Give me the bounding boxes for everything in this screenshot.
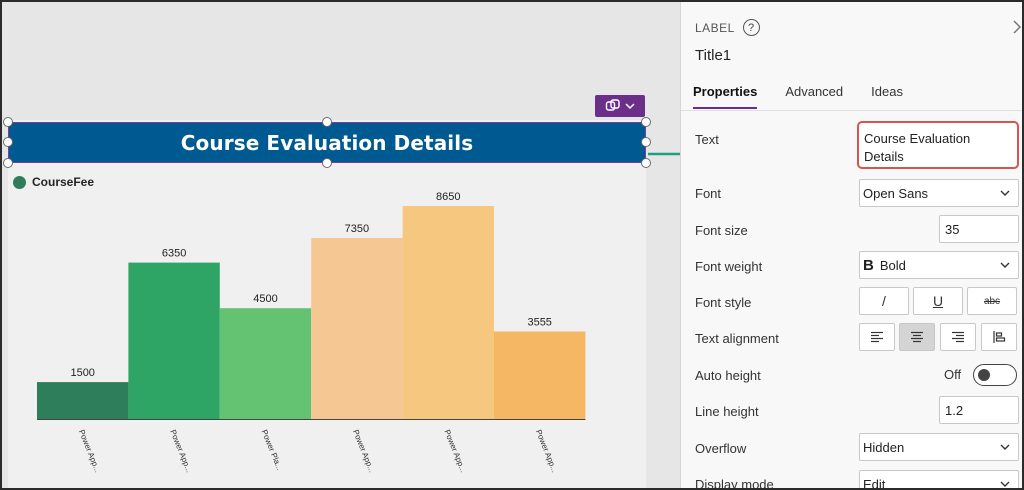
strikethrough-button[interactable]: abc [967,287,1017,315]
control-type: LABEL ? [695,19,760,36]
data-label: 8650 [436,191,460,203]
chevron-down-icon [1000,190,1010,196]
overflow-dropdown[interactable]: Hidden [859,433,1019,461]
x-tick-label: Power App... [534,428,559,473]
chevron-down-icon [1000,444,1010,450]
resize-handle-bottom-center[interactable] [322,158,332,168]
font-property-label: Font [695,186,722,201]
font-weight-property-label: Font weight [695,259,763,274]
tab-ideas[interactable]: Ideas [871,84,903,99]
bold-icon: B [863,256,874,274]
x-tick-label: Power App... [351,428,376,473]
copilot-icon [605,99,620,111]
align-left-button[interactable] [859,323,895,351]
font-weight-dropdown-value: Bold [879,257,906,273]
align-right-icon [952,331,964,343]
italic-icon: / [882,293,886,309]
strikethrough-icon: abc [983,295,1001,307]
align-justify-icon [993,331,1006,343]
text-property-input[interactable]: Course Evaluation Details [857,121,1019,169]
font-dropdown-value: Open Sans [863,185,929,201]
align-center-icon [911,331,923,343]
italic-button[interactable]: / [859,287,909,315]
toggle-knob [978,369,990,381]
x-tick-label: Power App... [77,428,102,473]
text-alignment-property-label: Text alignment [695,331,779,346]
display-mode-property-label: Display mode [695,477,774,490]
chart-bar[interactable] [494,331,586,420]
font-size-property-label: Font size [695,223,748,238]
chart-bar[interactable] [37,382,129,419]
auto-height-value: Off [944,367,962,382]
font-size-input[interactable]: 35 [939,215,1019,243]
align-left-icon [871,331,883,343]
chevron-down-icon [1000,262,1010,268]
resize-handle-top-right[interactable] [641,117,651,127]
x-tick-label: Power App... [442,428,467,473]
chevron-down-icon [1000,481,1010,487]
align-right-button[interactable] [940,323,976,351]
collapse-panel-icon[interactable] [1012,19,1022,40]
resize-handle-top-left[interactable] [3,117,13,127]
font-dropdown[interactable]: Open Sans [859,179,1019,207]
properties-panel: LABEL ? Title1 Properties Advanced Ideas… [680,2,1022,490]
resize-handle-top-center[interactable] [322,117,332,127]
line-height-property-label: Line height [695,404,759,419]
resize-handle-middle-right[interactable] [641,137,651,147]
control-name[interactable]: Title1 [695,47,732,64]
data-label: 1500 [70,367,94,379]
data-label: 4500 [253,293,277,305]
align-justify-button[interactable] [981,323,1017,351]
resize-handle-middle-left[interactable] [3,137,13,147]
chart-bar[interactable] [128,262,220,419]
resize-handle-bottom-right[interactable] [641,158,651,168]
column-chart[interactable]: 1500 Power App... 6350 Power App... 4500 Powe… [2,2,680,490]
title-label[interactable]: Course Evaluation Details [8,122,646,163]
panel-tabs: Properties Advanced Ideas [693,84,903,109]
text-property-label: Text [695,132,719,147]
chart-bar[interactable] [402,206,494,419]
underline-button[interactable]: U [913,287,963,315]
auto-height-toggle[interactable] [973,364,1017,386]
overflow-dropdown-value: Hidden [863,439,905,455]
underline-icon: U [932,293,944,309]
auto-height-property-label: Auto height [695,368,761,383]
line-height-input[interactable]: 1.2 [939,396,1019,424]
chevron-down-icon [625,102,635,109]
chart-bar[interactable] [311,238,403,419]
data-label: 3555 [527,317,551,329]
overflow-property-label: Overflow [695,441,747,456]
display-mode-dropdown[interactable]: Edit [859,470,1019,490]
chart-bar[interactable] [219,308,312,419]
chart-legend: CourseFee [13,175,94,189]
help-icon[interactable]: ? [742,19,760,36]
design-canvas: Course Evaluation Details CourseFee 1500… [2,2,680,490]
copilot-button[interactable] [595,95,645,117]
font-weight-dropdown-content: B Bold [863,257,906,274]
font-style-property-label: Font style [695,295,752,310]
font-weight-dropdown[interactable]: B Bold [859,251,1019,279]
title-label-text: Course Evaluation Details [180,130,474,155]
data-label: 6350 [162,248,186,260]
legend-label: CourseFee [32,175,95,189]
align-center-button[interactable] [899,323,935,351]
tab-advanced[interactable]: Advanced [785,84,844,99]
x-tick-label: Power Pla... [260,428,285,471]
x-tick-label: Power App... [168,428,193,473]
legend-swatch [13,175,26,189]
resize-handle-bottom-left[interactable] [3,158,13,168]
control-type-label: LABEL [695,20,735,35]
data-label: 7350 [345,223,369,235]
tab-properties[interactable]: Properties [693,84,758,109]
display-mode-dropdown-value: Edit [863,476,886,490]
tabs-divider [681,110,1022,111]
